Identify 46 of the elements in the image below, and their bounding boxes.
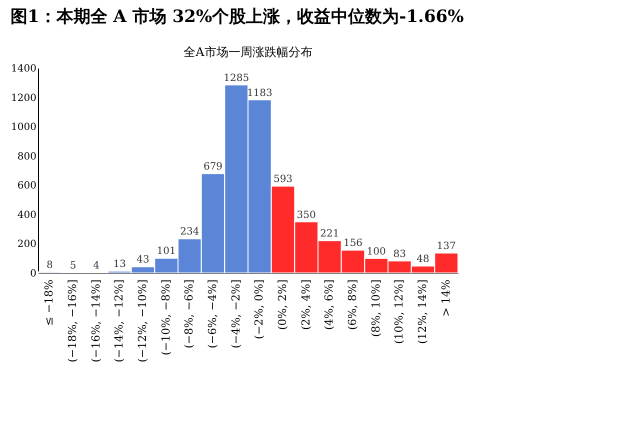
- x-tick-label: (2%, 4%]: [299, 280, 312, 330]
- y-tick-label: 800: [17, 151, 36, 162]
- data-label: 5: [70, 260, 76, 272]
- x-tick-label: (4%, 6%]: [322, 280, 336, 330]
- data-label: 1183: [246, 88, 272, 99]
- x-tick-label: (12%, 14%]: [416, 280, 429, 344]
- data-label: 101: [156, 246, 176, 258]
- x-tick-label: ≤ −18%: [42, 280, 56, 326]
- data-label: 43: [136, 254, 150, 266]
- data-label: 679: [203, 162, 223, 173]
- x-tick-label: (−2%, 0%]: [252, 280, 266, 340]
- data-label: 4: [93, 260, 100, 272]
- data-label: 221: [320, 228, 340, 240]
- data-label: 350: [296, 210, 316, 221]
- x-tick-label: (−16%, −14%]: [89, 280, 102, 362]
- y-tick-label: 1400: [11, 64, 36, 74]
- x-tick-label: (6%, 8%]: [346, 280, 359, 330]
- x-tick-label: (10%, 12%]: [392, 280, 406, 344]
- x-tick-label: (−4%, −2%]: [229, 280, 242, 348]
- x-tick-label: (−6%, −4%]: [206, 280, 219, 348]
- y-tick-label: 1000: [11, 122, 36, 134]
- x-tick-label: (8%, 10%]: [369, 280, 382, 337]
- data-label: 156: [343, 238, 363, 250]
- x-tick-label: (−18%, −16%]: [66, 280, 79, 362]
- x-tick-label: (−14%, −12%]: [112, 280, 126, 362]
- y-tick-label: 0: [30, 268, 36, 280]
- data-label: 100: [366, 246, 386, 258]
- data-label: 83: [393, 248, 406, 260]
- chart-title: 图1：本期全 A 市场 32%个股上涨，收益中位数为-1.66%: [10, 7, 464, 27]
- y-tick-label: 600: [17, 180, 36, 192]
- data-label: 137: [436, 240, 456, 252]
- y-tick-label: 400: [17, 210, 36, 221]
- x-tick-label: (−12%, −10%]: [136, 280, 149, 362]
- data-label: 1285: [224, 72, 250, 84]
- data-label: 8: [46, 260, 53, 271]
- x-tick-label: (−10%, −8%]: [159, 280, 172, 356]
- data-label: 593: [273, 174, 293, 186]
- x-tick-label: (0%, 2%]: [276, 280, 289, 330]
- x-tick-label: (−8%, −6%]: [182, 280, 196, 348]
- y-tick-label: 200: [17, 239, 36, 250]
- x-tick-label: > 14%: [439, 280, 452, 317]
- data-label: 48: [416, 254, 430, 265]
- data-label: 234: [180, 226, 200, 238]
- chart-subtitle: 全A市场一周涨跌幅分布: [184, 45, 312, 59]
- y-tick-label: 1200: [11, 92, 36, 104]
- data-label: 13: [113, 259, 126, 270]
